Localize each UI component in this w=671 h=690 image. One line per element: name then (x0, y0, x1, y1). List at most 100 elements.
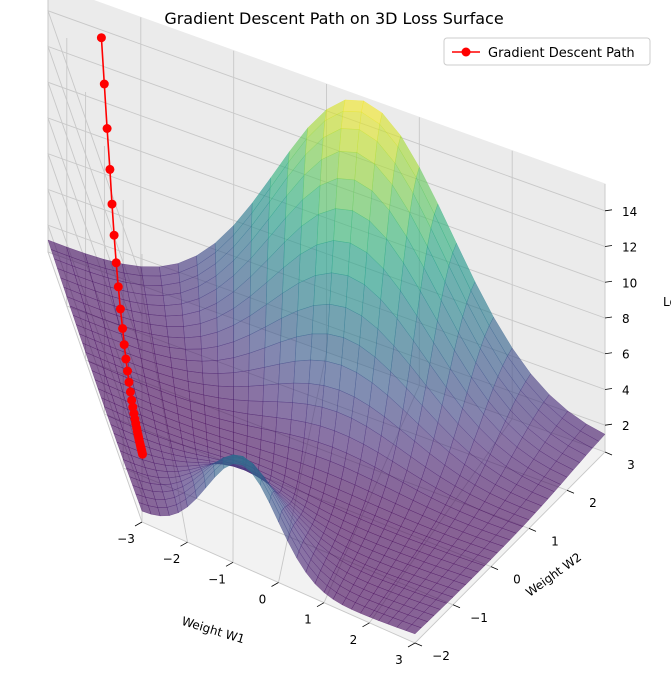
surface-cell (145, 294, 165, 306)
z-tick-mark (604, 280, 613, 283)
z-tick-label: 10 (622, 276, 637, 290)
surface-cell (262, 401, 278, 418)
x-tick-mark (180, 541, 188, 547)
y-tick-mark (604, 451, 613, 456)
path-point (107, 199, 117, 209)
surface-cell (185, 348, 203, 362)
path-point (113, 282, 123, 292)
surface-cell (201, 360, 219, 374)
y-tick-label: 3 (627, 458, 635, 472)
x-tick-label: 0 (259, 593, 267, 607)
path-point (96, 33, 106, 43)
surface-cell (166, 326, 185, 339)
x-tick-mark (407, 642, 416, 648)
y-tick-label: 1 (551, 534, 559, 548)
path-point (111, 258, 121, 268)
surface-cell (165, 464, 179, 472)
y-tick-mark (566, 489, 575, 494)
surface-cell (233, 370, 250, 387)
z-tick-mark (604, 352, 613, 355)
surface-cell (293, 359, 311, 384)
z-tick-label: 14 (622, 205, 637, 219)
surface-cell (217, 357, 234, 374)
path-point (119, 340, 129, 350)
z-tick-mark (604, 388, 613, 390)
surface-cell (294, 333, 313, 362)
surface-cell (337, 151, 358, 181)
surface-cell (247, 384, 264, 402)
surface-cell (292, 382, 310, 405)
y-tick-label: −1 (470, 611, 488, 625)
x-axis-label: Weight W1 (180, 614, 246, 646)
path-point (102, 124, 112, 133)
x-tick-label: −1 (208, 572, 226, 586)
surface-cell (329, 272, 349, 308)
surface-cell (331, 240, 351, 276)
gradient-descent-path (96, 33, 147, 459)
z-tick-mark (604, 245, 613, 247)
surface-cell (263, 363, 280, 386)
surface-cell (311, 303, 330, 335)
surface-cell (315, 240, 334, 276)
path-point (127, 395, 137, 405)
x-tick-mark (134, 521, 143, 527)
z-axis-label: Loss (663, 295, 671, 309)
z-tick-label: 12 (622, 241, 637, 255)
surface-cell (325, 333, 344, 366)
path-point (124, 377, 134, 387)
surface-cell (316, 208, 336, 246)
surface-cell (342, 99, 364, 113)
x-tick-mark (316, 602, 325, 608)
surface-cell (165, 314, 184, 327)
surface-cell (308, 359, 327, 386)
surface-cell (340, 110, 362, 130)
loss-surface (47, 99, 606, 635)
x-tick-label: 2 (350, 633, 358, 647)
z-tick-label: 4 (622, 384, 630, 398)
surface-cell (164, 303, 183, 317)
legend-marker (461, 47, 471, 57)
path-point (118, 324, 128, 333)
surface-cell (218, 385, 234, 400)
surface-cell (313, 272, 332, 306)
path-point (125, 387, 135, 397)
surface-cell (305, 403, 323, 427)
z-tick-mark (604, 423, 613, 426)
y-tick-mark (490, 566, 499, 570)
path-point (121, 354, 131, 364)
y-tick-label: −2 (432, 649, 450, 663)
surface-cell (202, 372, 219, 387)
surface-cell (327, 303, 347, 338)
surface-cell (143, 284, 164, 296)
surface-cell (217, 372, 234, 387)
surface-cell (142, 275, 163, 286)
surface-cell (247, 400, 264, 417)
z-tick-mark (604, 209, 613, 212)
surface-cell (277, 382, 295, 403)
surface-cell (296, 305, 314, 338)
chart-title: Gradient Descent Path on 3D Loss Surface (164, 9, 503, 28)
x-tick-mark (362, 622, 370, 628)
legend: Gradient Descent Path (443, 37, 651, 66)
z-tick-label: 2 (622, 419, 630, 433)
surface-cell (201, 346, 218, 362)
x-tick-mark (225, 561, 234, 567)
x-tick-label: −3 (117, 532, 135, 546)
path-point (123, 366, 132, 376)
path-point (115, 304, 125, 314)
surface-cell (333, 208, 353, 244)
y-tick-mark (414, 642, 423, 647)
surface-cell (335, 178, 355, 211)
surface-cell (405, 624, 422, 635)
x-tick-mark (271, 582, 279, 587)
path-point (109, 230, 119, 240)
x-tick-label: −2 (163, 552, 181, 566)
surface-cell (307, 383, 325, 408)
y-tick-mark (452, 604, 461, 609)
surface-cell (248, 367, 265, 387)
surface-cell (232, 457, 243, 466)
surface-cell (310, 333, 329, 362)
surface-cell (290, 402, 308, 423)
